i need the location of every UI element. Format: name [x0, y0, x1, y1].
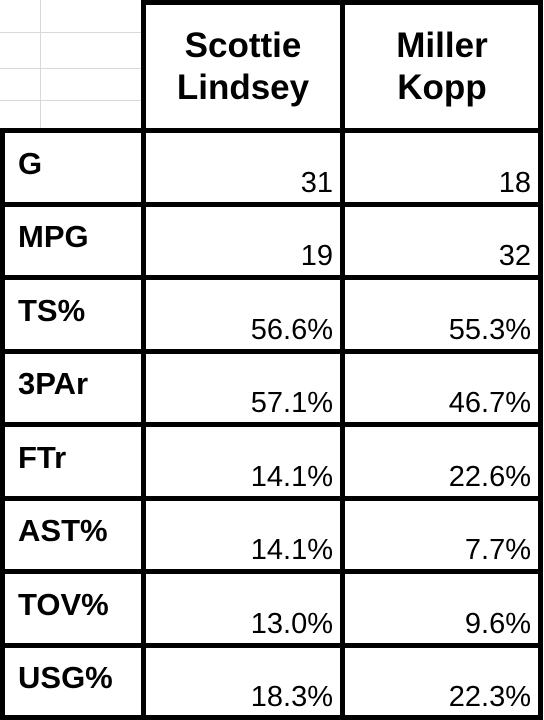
row-label: MPG: [18, 219, 89, 255]
row-label: TOV%: [18, 586, 109, 622]
border: [0, 422, 543, 427]
border: [0, 495, 543, 501]
gridline: [40, 0, 41, 130]
column-header: Scottie Lindsey: [176, 26, 310, 107]
stat-value: 18.3%: [250, 681, 333, 713]
stat-value: 19: [300, 240, 333, 272]
stat-value: 9.6%: [464, 607, 531, 640]
border: [0, 642, 543, 648]
border: [538, 0, 543, 720]
row-label: TS%: [18, 292, 86, 328]
stat-value: 57.1%: [250, 387, 333, 419]
stat-value: 56.6%: [250, 313, 333, 346]
row-label: USG%: [18, 660, 113, 696]
stat-value: 31: [300, 166, 333, 199]
stat-value: 18: [498, 166, 531, 199]
stat-value: 22.3%: [448, 681, 531, 713]
row-label: AST%: [18, 513, 108, 549]
border: [141, 0, 543, 5]
stat-value: 14.1%: [250, 534, 333, 566]
stat-value: 32: [498, 240, 531, 272]
border: [141, 0, 146, 720]
border: [0, 128, 543, 133]
gridline: [0, 32, 143, 33]
stat-value: 22.6%: [448, 460, 531, 493]
stat-value: 13.0%: [250, 607, 333, 640]
row-label: FTr: [18, 439, 67, 475]
border: [0, 569, 543, 574]
column-header: Miller Kopp: [396, 26, 488, 107]
border: [0, 715, 543, 720]
border: [0, 275, 543, 280]
row-label: 3PAr: [18, 366, 89, 402]
stat-value: 14.1%: [250, 460, 333, 493]
border: [0, 201, 543, 207]
gridline: [0, 100, 143, 101]
stat-value: 55.3%: [448, 313, 531, 346]
border: [0, 348, 543, 354]
row-label: G: [18, 145, 43, 181]
stat-value: 46.7%: [448, 387, 531, 419]
stat-value: 7.7%: [464, 534, 531, 566]
gridline: [0, 68, 143, 69]
border: [340, 0, 345, 720]
